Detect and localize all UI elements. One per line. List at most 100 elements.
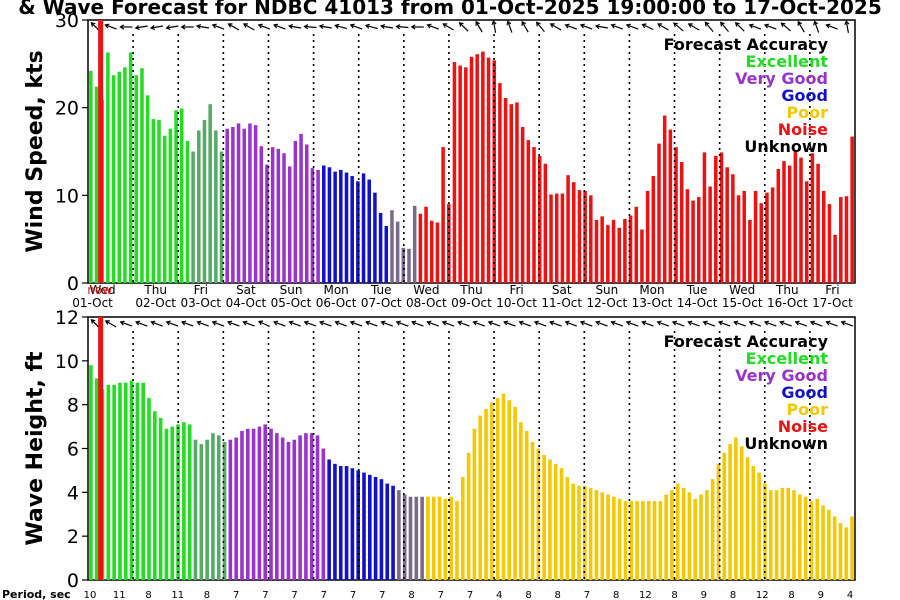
data-bar <box>821 190 826 283</box>
data-bar <box>827 509 831 580</box>
data-bar <box>141 382 145 580</box>
direction-arrow <box>396 25 409 29</box>
direction-arrowhead <box>503 320 509 326</box>
direction-arrow <box>381 25 394 29</box>
direction-arrowhead <box>165 24 171 31</box>
data-bar <box>507 400 512 580</box>
day-label: Mon <box>639 283 664 297</box>
direction-arrow <box>549 321 562 327</box>
direction-arrow <box>704 22 714 32</box>
direction-arrowhead <box>579 320 585 326</box>
data-bar <box>350 468 355 580</box>
data-bar <box>174 110 178 283</box>
data-bar <box>89 70 93 283</box>
direction-arrowhead <box>472 320 478 326</box>
direction-arrowhead <box>518 320 524 326</box>
data-bar <box>248 123 252 283</box>
direction-arrowhead <box>720 21 725 27</box>
y-tick-label: 10 <box>55 185 79 207</box>
direction-arrow <box>319 25 332 29</box>
data-bar <box>472 428 477 580</box>
y-tick-label: 30 <box>55 10 79 32</box>
data-bar <box>240 430 244 580</box>
data-bar <box>443 498 448 580</box>
data-bar <box>640 229 644 283</box>
direction-arrowhead <box>119 24 125 30</box>
data-bar <box>629 501 634 580</box>
direction-arrowhead <box>533 320 539 326</box>
period-value: 9 <box>818 590 824 600</box>
direction-arrowhead <box>564 320 570 326</box>
data-bar <box>437 496 442 580</box>
direction-arrowhead <box>149 24 156 31</box>
day-label: Thu <box>143 283 167 297</box>
data-bar <box>418 213 423 283</box>
period-value: 8 <box>408 590 414 600</box>
y-tick-label: 10 <box>55 351 79 373</box>
period-value: 12 <box>756 590 769 600</box>
period-value: 7 <box>233 590 239 600</box>
direction-arrow <box>151 321 163 327</box>
direction-arrowhead <box>506 20 512 26</box>
direction-arrowhead <box>442 23 448 28</box>
data-bar <box>449 496 453 580</box>
data-bar <box>197 130 201 283</box>
data-bar <box>420 496 424 580</box>
data-bar <box>151 119 156 283</box>
data-bar <box>731 174 735 283</box>
data-bar <box>407 248 411 283</box>
data-bar <box>838 523 843 580</box>
period-value: 9 <box>701 590 707 600</box>
direction-arrow <box>227 321 240 327</box>
direction-arrow <box>826 321 838 327</box>
data-bar <box>577 485 581 580</box>
data-bar <box>594 490 599 580</box>
data-bar <box>520 126 525 283</box>
direction-arrowhead <box>90 21 96 27</box>
direction-arrow <box>795 321 808 327</box>
data-bar <box>492 60 496 283</box>
direction-arrowhead <box>594 23 600 30</box>
direction-arrowhead <box>257 23 263 29</box>
data-bar <box>501 393 506 580</box>
direction-arrow <box>475 21 483 33</box>
direction-arrowhead <box>227 23 233 28</box>
data-bar <box>263 424 268 580</box>
data-bar <box>344 466 349 580</box>
data-bar <box>652 501 657 580</box>
direction-arrow <box>365 321 378 327</box>
data-bar <box>612 496 616 580</box>
data-bar <box>368 474 372 580</box>
data-bar <box>455 501 459 580</box>
direction-arrow <box>304 25 317 29</box>
data-bar <box>583 485 587 580</box>
direction-arrowhead <box>273 320 279 326</box>
data-bar <box>565 476 570 580</box>
data-bar <box>452 62 457 283</box>
direction-arrowhead <box>475 20 480 26</box>
direction-arrow <box>166 321 179 327</box>
date-label: 16-Oct <box>767 296 808 310</box>
data-bar <box>234 437 238 580</box>
direction-arrowhead <box>657 23 663 28</box>
y-axis-label: Wind Speed, kts <box>23 50 48 252</box>
direction-arrow <box>335 321 347 327</box>
direction-arrow <box>365 24 378 30</box>
day-label: Thu <box>459 283 483 297</box>
period-value: 11 <box>113 590 126 600</box>
data-bar <box>164 428 169 580</box>
data-bar <box>435 222 440 283</box>
direction-arrowhead <box>763 320 770 326</box>
date-label: 07-Oct <box>361 296 402 310</box>
data-bar <box>111 75 116 283</box>
data-bar <box>710 479 715 580</box>
direction-arrow <box>503 321 516 327</box>
direction-arrowhead <box>825 23 831 29</box>
data-bar <box>112 384 116 580</box>
data-bar <box>168 128 173 283</box>
data-bar <box>635 501 639 580</box>
data-bar <box>153 411 157 580</box>
data-bar <box>460 476 465 580</box>
data-bar <box>106 384 111 580</box>
day-label: Sun <box>280 283 303 297</box>
